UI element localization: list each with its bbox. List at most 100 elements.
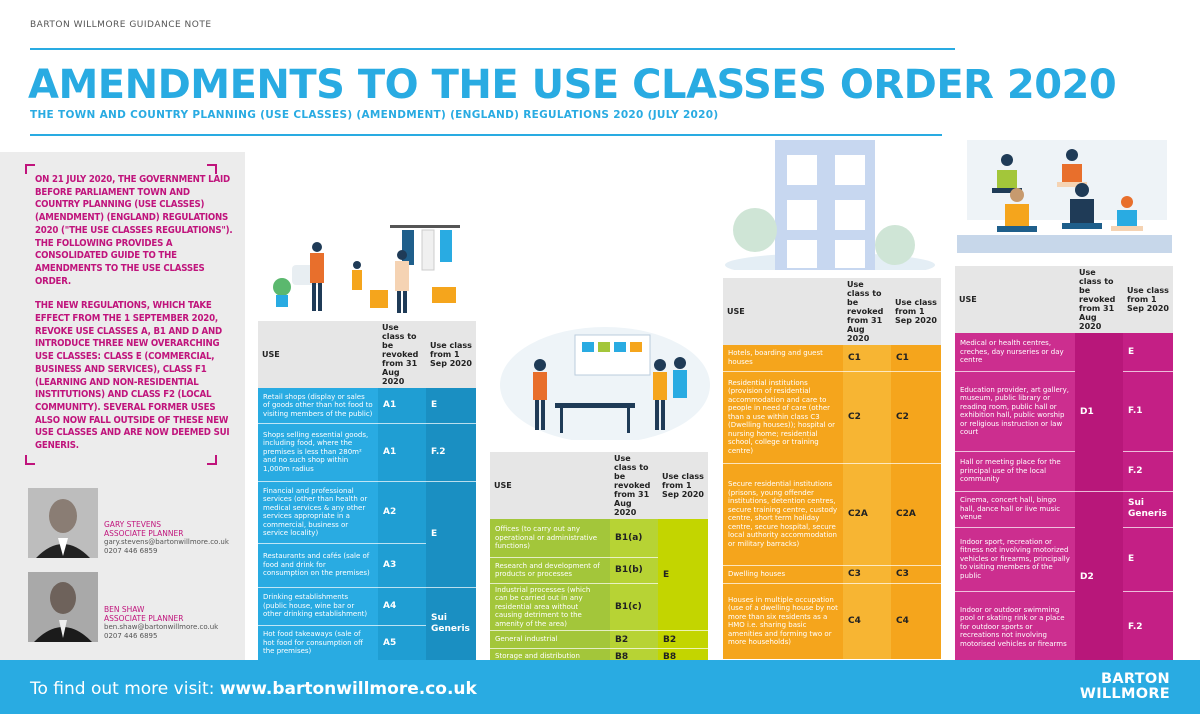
- new-class: C2A: [891, 463, 941, 566]
- contact-card-1: GARY STEVENS ASSOCIATE PLANNER gary.stev…: [104, 520, 229, 556]
- table-row: Dwelling houses C3 C3: [723, 565, 941, 584]
- table-row: Drinking establishments (public house, w…: [258, 587, 476, 662]
- new-class: Sui Generis: [1123, 491, 1173, 528]
- table-row: Medical or health centres, creches, day …: [955, 333, 1173, 492]
- old-class: C1: [843, 345, 891, 372]
- table-row: Indoor sport, recreation or fitness not …: [955, 527, 1173, 592]
- table-row: Financial and professional services (oth…: [258, 481, 476, 588]
- table-class-b: USE Use class to be revoked from 31 Aug …: [490, 452, 708, 665]
- new-class: C4: [891, 583, 941, 660]
- avatar: [28, 488, 98, 558]
- footer-prefix: To find out more visit:: [30, 679, 220, 699]
- intro-paragraph-1: ON 21 JULY 2020, THE GOVERNMENT LAID BEF…: [35, 174, 233, 287]
- use-description: Drinking establishments (public house, w…: [258, 587, 378, 626]
- old-class: C2: [843, 371, 891, 464]
- table-row: General industrial B2 B2: [490, 630, 708, 649]
- office-illustration: [500, 327, 710, 440]
- yoga-illustration: [957, 140, 1172, 253]
- column-header-use: USE: [955, 266, 1075, 333]
- old-class: C2A: [843, 463, 891, 566]
- use-description: General industrial: [490, 630, 610, 649]
- use-description: Research and development of products or …: [490, 557, 610, 584]
- new-class: Sui Generis: [426, 587, 476, 662]
- table-row: Offices (to carry out any operational or…: [490, 519, 708, 631]
- table-class-c: USE Use class to be revoked from 31 Aug …: [723, 278, 941, 660]
- table-row: Education provider, art gallery, museum,…: [955, 371, 1173, 452]
- column-header-new: Use class from 1 Sep 2020: [891, 278, 941, 345]
- brand-logo: BARTON WILLMORE: [1080, 672, 1170, 702]
- use-description: Secure residential institutions (prisons…: [723, 463, 843, 566]
- table-row: Research and development of products or …: [490, 557, 708, 584]
- intro-panel: ON 21 JULY 2020, THE GOVERNMENT LAID BEF…: [0, 152, 245, 660]
- table-row: Hall or meeting place for the principal …: [955, 451, 1173, 492]
- use-description: Hall or meeting place for the principal …: [955, 451, 1075, 492]
- table-row: Residential institutions (provision of r…: [723, 371, 941, 464]
- column-header-revoked: Use class to be revoked from 31 Aug 2020: [1075, 266, 1123, 333]
- avatar: [28, 572, 98, 642]
- use-description: Shops selling essential goods, including…: [258, 423, 378, 482]
- old-class: D1: [1075, 333, 1123, 492]
- page-title: AMENDMENTS TO THE USE CLASSES ORDER 2020: [28, 62, 1117, 108]
- contact-name: GARY STEVENS: [104, 520, 161, 529]
- table-row: Shops selling essential goods, including…: [258, 423, 476, 482]
- old-class: B1(c): [610, 583, 658, 631]
- guidance-label: BARTON WILLMORE GUIDANCE NOTE: [30, 20, 212, 30]
- new-class: F.2: [426, 423, 476, 482]
- old-class: B1(b): [610, 557, 658, 584]
- use-description: Financial and professional services (oth…: [258, 481, 378, 544]
- table-row: Indoor or outdoor swimming pool or skati…: [955, 591, 1173, 664]
- table-row: Hotels, boarding and guest houses C1 C1: [723, 345, 941, 372]
- table-row: Hot food takeaways (sale of hot food for…: [258, 625, 476, 662]
- subtitle-rule: [30, 134, 942, 136]
- logo-line-1: BARTON: [1101, 671, 1170, 687]
- use-description: Houses in multiple occupation (use of a …: [723, 583, 843, 660]
- old-class: A1: [378, 423, 426, 482]
- residential-building-illustration: [725, 140, 935, 270]
- use-description: Residential institutions (provision of r…: [723, 371, 843, 464]
- new-class: C3: [891, 565, 941, 584]
- table-class-d: USE Use class to be revoked from 31 Aug …: [955, 266, 1173, 664]
- use-description: Hot food takeaways (sale of hot food for…: [258, 625, 378, 662]
- contact-phone: 0207 446 6859: [104, 547, 158, 555]
- new-class: C2: [891, 371, 941, 464]
- use-description: Dwelling houses: [723, 565, 843, 584]
- table-row: Houses in multiple occupation (use of a …: [723, 583, 941, 660]
- contact-card-2: BEN SHAW ASSOCIATE PLANNER ben.shaw@bart…: [104, 605, 218, 641]
- use-description: Indoor sport, recreation or fitness not …: [955, 527, 1075, 592]
- new-class: F.2: [1123, 591, 1173, 664]
- column-header-use: USE: [258, 321, 378, 388]
- use-description: Retail shops (display or sales of goods …: [258, 388, 378, 424]
- contact-name: BEN SHAW: [104, 605, 145, 614]
- new-class: B2: [658, 630, 708, 649]
- old-class: A5: [378, 625, 426, 662]
- table-row: Restaurants and cafés (sale of food and …: [258, 543, 476, 588]
- intro-paragraph-2: THE NEW REGULATIONS, WHICH TAKE EFFECT F…: [35, 300, 230, 452]
- old-class: D2: [1075, 491, 1123, 664]
- use-description: Education provider, art gallery, museum,…: [955, 371, 1075, 452]
- table-class-a: USE Use class to be revoked from 31 Aug …: [258, 321, 476, 662]
- new-class: E: [1123, 527, 1173, 592]
- column-header-new: Use class from 1 Sep 2020: [658, 452, 708, 519]
- new-class: C1: [891, 345, 941, 372]
- contact-role: ASSOCIATE PLANNER: [104, 614, 184, 623]
- old-class: A4: [378, 587, 426, 626]
- use-description: Medical or health centres, creches, day …: [955, 333, 1075, 372]
- column-header-use: USE: [723, 278, 843, 345]
- old-class: B2: [610, 630, 658, 649]
- contact-email[interactable]: ben.shaw@bartonwillmore.co.uk: [104, 623, 219, 631]
- use-description: Cinema, concert hall, bingo hall, dance …: [955, 491, 1075, 528]
- header-rule: [30, 48, 955, 50]
- old-class: C4: [843, 583, 891, 660]
- use-description: Restaurants and cafés (sale of food and …: [258, 543, 378, 588]
- new-class: E: [426, 388, 476, 424]
- logo-line-2: WILLMORE: [1079, 686, 1170, 702]
- column-header-new: Use class from 1 Sep 2020: [1123, 266, 1173, 333]
- old-class: A3: [378, 543, 426, 588]
- contact-email[interactable]: gary.stevens@bartonwillmore.co.uk: [104, 538, 229, 546]
- old-class: C3: [843, 565, 891, 584]
- footer-link[interactable]: www.bartonwillmore.co.uk: [219, 679, 477, 699]
- footer-cta: To find out more visit: www.bartonwillmo…: [30, 679, 477, 699]
- use-description: Indoor or outdoor swimming pool or skati…: [955, 591, 1075, 664]
- column-header-use: USE: [490, 452, 610, 519]
- new-class: E: [426, 481, 476, 588]
